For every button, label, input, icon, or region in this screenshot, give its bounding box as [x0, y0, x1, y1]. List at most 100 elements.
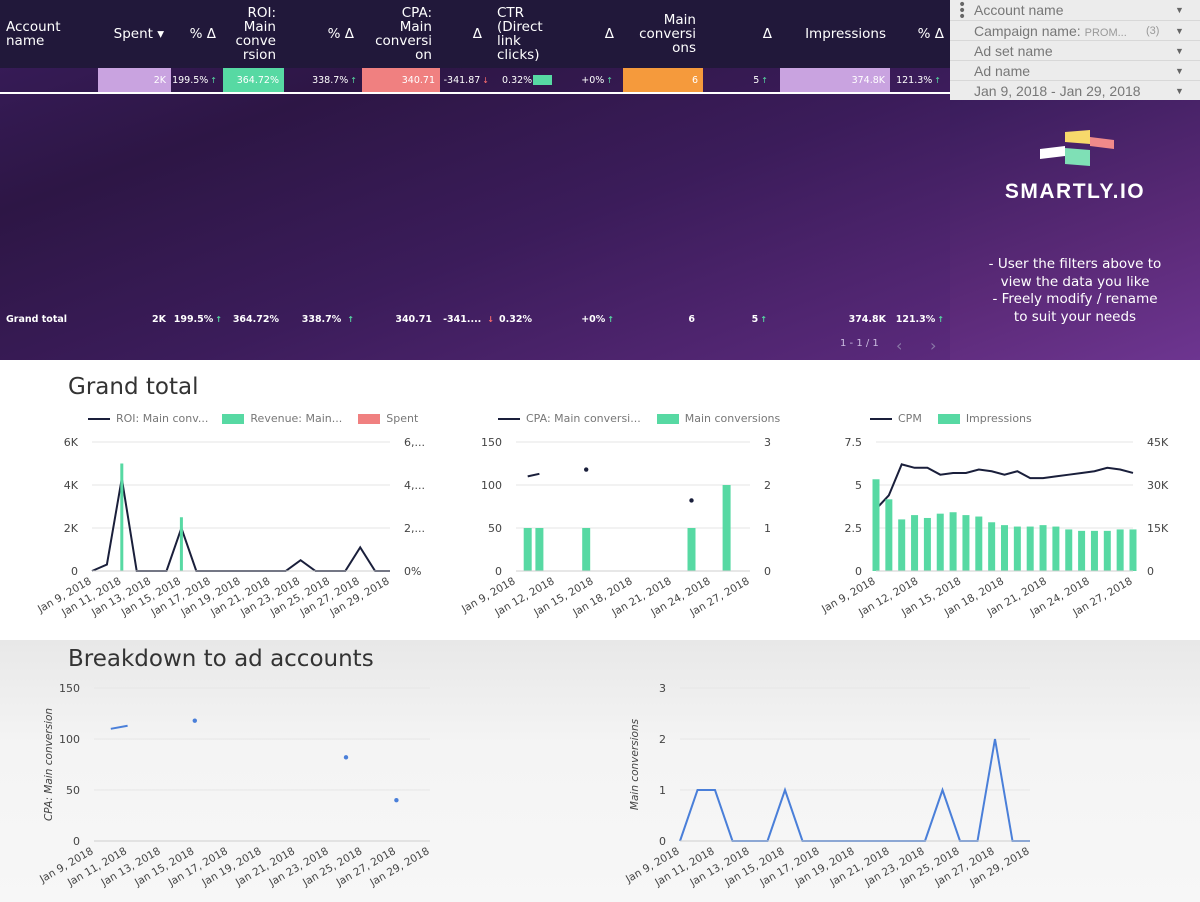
series-line	[527, 472, 540, 478]
col-conversions[interactable]: Main conversi ons	[630, 0, 696, 68]
filter-ad-set-name[interactable]: Ad set name ▼	[950, 41, 1200, 61]
total-conversions: 6	[623, 310, 695, 328]
arrow-up-icon: ↑	[937, 314, 944, 324]
y-tick-label: 5	[855, 479, 862, 492]
data-point	[343, 755, 349, 760]
y-tick-label-right: 4,...	[404, 479, 425, 492]
cell-value: 364.72%	[232, 313, 279, 325]
date-range-picker[interactable]: Jan 9, 2018 - Jan 29, 2018 ▼	[950, 81, 1200, 101]
cell-conv-delta: 5 ↑	[703, 68, 773, 92]
chart3-legend: CPM Impressions	[870, 412, 1032, 425]
section-title-grand-total: Grand total	[68, 374, 199, 400]
col-spent-delta[interactable]: % Δ	[172, 0, 216, 68]
y-tick-label: 2.5	[845, 522, 863, 535]
legend-swatch	[656, 413, 679, 424]
col-cpa[interactable]: CPA: Main conversi on	[366, 0, 432, 68]
divider	[950, 80, 1200, 81]
y-tick-label: 0	[495, 565, 502, 578]
chart1-legend: ROI: Main conv... Revenue: Main... Spent	[88, 412, 418, 425]
legend-label: ROI: Main conv...	[116, 412, 209, 425]
col-cpa-delta[interactable]: Δ	[440, 0, 482, 68]
bar	[1026, 526, 1034, 571]
cell-value: 121.3%	[896, 74, 933, 86]
filter-campaign-name[interactable]: Campaign name: PROM... (3) ▼	[950, 21, 1200, 41]
chevron-down-icon: ▼	[1175, 86, 1184, 96]
filter-panel: Account name ▼ Campaign name: PROM... (3) ▼ …	[950, 0, 1200, 100]
col-label: Δ	[472, 26, 482, 42]
section-title-breakdown: Breakdown to ad accounts	[68, 646, 374, 672]
next-page-icon[interactable]: ›	[930, 336, 937, 355]
col-label: % Δ	[917, 26, 944, 42]
cell-value: +0%	[581, 313, 606, 325]
table-panel: Account name Spent ▾ % Δ ROI: Main conve…	[0, 0, 950, 360]
total-cpa: 340.71	[362, 310, 432, 328]
col-label: CPA: Main conversi on	[375, 5, 432, 63]
col-roi[interactable]: ROI: Main conve rsion	[228, 0, 276, 68]
table-header: Account name Spent ▾ % Δ ROI: Main conve…	[0, 0, 950, 68]
bar	[1013, 526, 1021, 571]
y-tick-label: 100	[59, 733, 80, 746]
y-tick-label: 50	[488, 522, 502, 535]
bar	[687, 528, 696, 571]
filter-value: PROM...	[1084, 27, 1127, 39]
legend-swatch	[88, 417, 110, 420]
y-tick-label-right: 2,...	[404, 522, 425, 535]
table-row[interactable]: 2K 199.5% ↑ 364.72% 338.7% ↑ 340.71 -341.8…	[0, 68, 950, 94]
y-tick-label: 2	[659, 733, 666, 746]
legend-swatch	[498, 417, 520, 420]
bar	[975, 516, 983, 571]
cell-spent: 2K	[98, 68, 171, 92]
y-tick-label-right: 1	[764, 522, 771, 535]
y-tick-label: 6K	[64, 436, 79, 449]
col-label: Δ	[604, 26, 614, 42]
col-ctr-delta[interactable]: Δ	[560, 0, 614, 68]
bar	[1065, 529, 1073, 571]
col-conv-delta[interactable]: Δ	[720, 0, 772, 68]
bar	[1103, 530, 1111, 571]
y-tick-label-right: 0%	[404, 565, 421, 578]
prev-page-icon[interactable]: ‹	[896, 336, 903, 355]
col-impressions[interactable]: Impressions	[784, 0, 886, 68]
col-account-name[interactable]: Account name	[6, 0, 86, 68]
total-ctr: 0.32%	[497, 310, 557, 328]
data-point	[192, 718, 197, 723]
ctr-bar	[533, 75, 552, 85]
total-roi-delta: 338.7% ↑	[286, 310, 354, 328]
legend-label: Revenue: Main...	[250, 412, 343, 425]
col-spent[interactable]: Spent ▾	[100, 0, 164, 68]
y-axis-title: CPA: Main conversion	[43, 708, 55, 821]
arrow-down-icon: ↓	[482, 75, 489, 85]
cell-value: 364.72%	[236, 74, 279, 86]
total-cpa-delta: -341.... ↓	[440, 310, 494, 328]
more-options-icon[interactable]: • • •	[958, 0, 967, 25]
data-point	[689, 498, 694, 503]
cell-value: 2K	[153, 74, 166, 86]
bar	[1078, 530, 1086, 571]
bar	[722, 485, 731, 571]
arrow-up-icon: ↑	[606, 75, 613, 85]
col-roi-delta[interactable]: % Δ	[290, 0, 354, 68]
grand-total-row: Grand total 2K 199.5% ↑ 364.72% 338.7% ↑ 3…	[0, 310, 950, 328]
data-point	[584, 467, 589, 472]
arrow-up-icon: ↑	[347, 314, 354, 324]
cell-value: 374.8K	[851, 74, 885, 86]
bar	[1116, 529, 1124, 571]
bar	[898, 519, 906, 571]
cell-value: 6	[691, 74, 698, 86]
col-impr-delta[interactable]: % Δ	[900, 0, 944, 68]
arrow-up-icon: ↑	[350, 75, 357, 85]
chevron-down-icon: ▼	[1175, 66, 1184, 76]
note-line: - Freely modify / rename	[992, 291, 1158, 307]
note-line: view the data you like	[1000, 273, 1150, 290]
bar	[936, 513, 944, 571]
cell-value: 199.5%	[173, 313, 214, 325]
legend-label: Impressions	[965, 412, 1032, 425]
col-ctr[interactable]: CTR (Direct link clicks)	[497, 0, 553, 68]
cell-value: 5	[753, 74, 760, 86]
filter-ad-name[interactable]: Ad name ▼	[950, 61, 1200, 81]
filter-account-name[interactable]: Account name ▼	[950, 0, 1200, 20]
cell-roi-delta: 338.7% ↑	[286, 68, 362, 92]
total-impressions: 374.8K	[780, 310, 886, 328]
